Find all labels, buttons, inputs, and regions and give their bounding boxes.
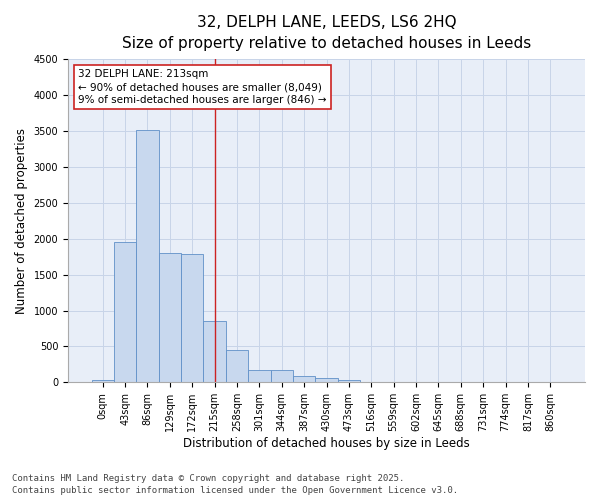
Text: Contains HM Land Registry data © Crown copyright and database right 2025.
Contai: Contains HM Land Registry data © Crown c… xyxy=(12,474,458,495)
Bar xyxy=(226,350,248,382)
Bar xyxy=(338,380,360,382)
Bar xyxy=(181,254,203,382)
Bar xyxy=(136,130,158,382)
Bar xyxy=(316,378,338,382)
Bar xyxy=(271,370,293,382)
Title: 32, DELPH LANE, LEEDS, LS6 2HQ
Size of property relative to detached houses in L: 32, DELPH LANE, LEEDS, LS6 2HQ Size of p… xyxy=(122,15,531,51)
Bar xyxy=(248,370,271,382)
Y-axis label: Number of detached properties: Number of detached properties xyxy=(15,128,28,314)
Bar xyxy=(114,242,136,382)
X-axis label: Distribution of detached houses by size in Leeds: Distribution of detached houses by size … xyxy=(183,437,470,450)
Bar xyxy=(158,253,181,382)
Bar xyxy=(293,376,316,382)
Bar xyxy=(203,320,226,382)
Bar xyxy=(92,380,114,382)
Text: 32 DELPH LANE: 213sqm
← 90% of detached houses are smaller (8,049)
9% of semi-de: 32 DELPH LANE: 213sqm ← 90% of detached … xyxy=(79,69,327,105)
